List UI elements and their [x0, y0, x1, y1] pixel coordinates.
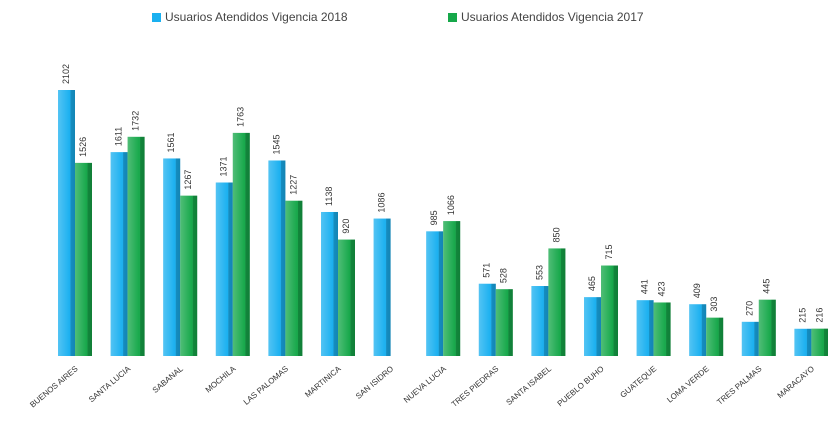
bar-shade — [268, 160, 286, 356]
data-label: 1526 — [78, 137, 88, 157]
data-label: 1227 — [288, 175, 298, 195]
bar-shade — [285, 200, 303, 356]
data-label: 441 — [639, 279, 649, 294]
x-tick-label: SAN ISIDRO — [354, 364, 395, 401]
data-label: 1763 — [236, 107, 246, 127]
x-tick-label: LOMA VERDE — [665, 364, 711, 404]
data-label: 985 — [429, 210, 439, 225]
bar-shade — [163, 158, 181, 356]
data-label: 1561 — [166, 132, 176, 152]
bar-shade — [584, 297, 601, 356]
data-label: 715 — [604, 244, 614, 259]
data-label: 445 — [762, 279, 772, 294]
data-label: 1371 — [219, 156, 229, 176]
legend-swatch — [448, 13, 457, 22]
bar-shade — [601, 265, 618, 356]
bar-shade — [110, 152, 128, 356]
data-label: 1138 — [324, 187, 334, 206]
bar-shade — [75, 162, 92, 356]
bar-shade — [373, 218, 391, 356]
x-tick-label: SABANAL — [151, 364, 185, 395]
bar-shade — [811, 328, 828, 356]
data-label: 1545 — [271, 134, 281, 154]
legend-label: Usuarios Atendidos Vigencia 2017 — [461, 10, 644, 24]
bar-shade — [653, 302, 671, 356]
bar-shade — [495, 289, 513, 356]
bar-shade — [531, 286, 549, 356]
x-tick-label: MOCHILA — [204, 364, 238, 395]
data-label: 920 — [341, 219, 351, 234]
data-label: 850 — [551, 227, 561, 242]
data-label: 553 — [534, 265, 544, 280]
data-label: 528 — [499, 268, 509, 283]
data-label: 465 — [587, 276, 597, 291]
bar-shade — [706, 317, 724, 356]
data-label: 270 — [745, 301, 755, 316]
x-tick-label: TRES PALMAS — [715, 364, 763, 407]
x-tick-label: GUATEQUE — [619, 364, 659, 399]
data-label: 2102 — [61, 64, 71, 84]
bar-shade — [127, 136, 145, 356]
data-label: 1086 — [376, 193, 386, 213]
data-label: 1611 — [113, 127, 123, 146]
legend-swatch — [152, 13, 161, 22]
legend-label: Usuarios Atendidos Vigencia 2018 — [165, 10, 348, 24]
data-label: 1066 — [446, 195, 456, 215]
x-tick-label: PUEBLO BUHO — [556, 364, 606, 408]
x-tick-label: MARTINICA — [303, 364, 343, 400]
x-tick-label: TRES PIEDRAS — [450, 364, 501, 409]
data-label: 216 — [814, 308, 824, 323]
bar-shade — [443, 221, 461, 356]
bar-shade — [636, 300, 654, 356]
bar-shade — [426, 231, 444, 356]
bar-shade — [58, 90, 75, 356]
bar-shade — [180, 195, 198, 356]
data-label: 571 — [482, 263, 492, 278]
bar-shade — [758, 299, 776, 356]
x-tick-label: LAS PALOMAS — [242, 364, 290, 407]
data-label: 1267 — [183, 170, 193, 190]
data-label: 409 — [692, 283, 702, 298]
x-tick-label: MARACAYO — [776, 364, 816, 400]
bar-shade — [478, 283, 496, 356]
bar-shade — [689, 304, 707, 356]
data-label: 303 — [709, 297, 719, 312]
bar-shade — [321, 211, 338, 356]
x-tick-label: NUEVA LUCIA — [402, 364, 448, 405]
bar-shade — [548, 248, 566, 356]
bar-shade — [232, 132, 250, 356]
x-tick-label: SANTA ISABEL — [504, 364, 553, 407]
data-label: 1732 — [130, 111, 140, 131]
data-label: 423 — [656, 281, 666, 296]
bar-shade — [338, 239, 355, 356]
data-label: 215 — [797, 308, 807, 323]
bar-shade — [741, 321, 759, 356]
x-tick-label: SANTA LUCIA — [87, 364, 133, 404]
bar-shade — [215, 182, 233, 356]
x-tick-label: BUENOS AIRES — [28, 364, 79, 409]
bar-shade — [794, 328, 812, 356]
